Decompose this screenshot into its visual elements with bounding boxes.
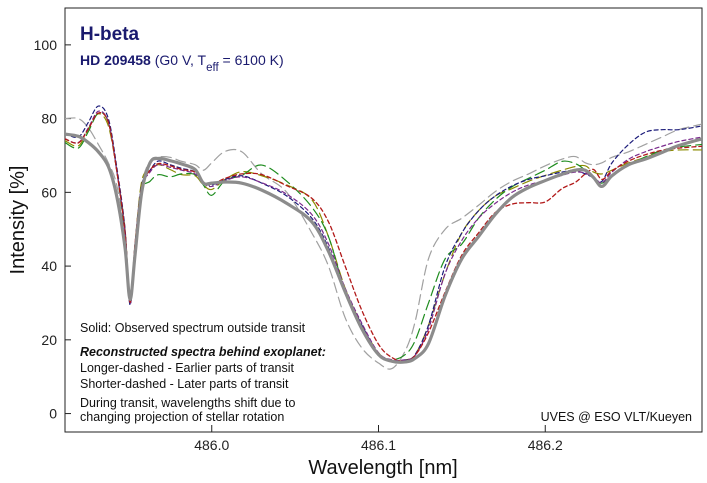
annotation-reconstructed-heading: Reconstructed spectra behind exoplanet: bbox=[80, 345, 326, 359]
series-line-0 bbox=[65, 132, 702, 364]
plot-area bbox=[64, 7, 703, 433]
x-tick-label: 486.0 bbox=[194, 437, 229, 453]
y-tick-label: 100 bbox=[34, 37, 58, 53]
chart-title: H-beta bbox=[80, 24, 140, 45]
subtitle-star: HD 209458 bbox=[80, 52, 151, 68]
y-tick-label: 0 bbox=[49, 406, 57, 422]
y-tick-label: 20 bbox=[41, 332, 57, 348]
series-line-6 bbox=[65, 112, 702, 362]
x-tick-label: 486.2 bbox=[528, 437, 563, 453]
subtitle-spec-open: (G0 V, T bbox=[151, 52, 207, 68]
credit-label: UVES @ ESO VLT/Kueyen bbox=[541, 410, 692, 424]
annotation-solid: Solid: Observed spectrum outside transit bbox=[80, 321, 306, 335]
subtitle-spec-sub: eff bbox=[206, 62, 219, 74]
y-axis: 0 20 40 60 80 100 bbox=[34, 37, 71, 422]
annotation-shift-line-1: During transit, wavelengths shift due to bbox=[80, 396, 295, 410]
y-axis-title: Intensity [%] bbox=[7, 166, 29, 275]
annotation-longer-dashed: Longer-dashed - Earlier parts of transit bbox=[80, 361, 295, 375]
subtitle-spec-close: = 6100 K) bbox=[219, 52, 284, 68]
y-tick-label: 80 bbox=[41, 111, 57, 127]
annotation-shorter-dashed: Shorter-dashed - Later parts of transit bbox=[80, 377, 289, 391]
x-axis-title: Wavelength [nm] bbox=[308, 457, 457, 479]
series-layer bbox=[65, 105, 702, 370]
y-tick-label: 40 bbox=[41, 258, 57, 274]
annotation-shift-line-2: changing projection of stellar rotation bbox=[80, 410, 284, 424]
chart-subtitle: HD 209458 (G0 V, Teff = 6100 K) bbox=[80, 52, 284, 74]
x-tick-label: 486.1 bbox=[361, 437, 396, 453]
y-tick-label: 60 bbox=[41, 184, 57, 200]
x-axis: 486.0 486.1 486.2 bbox=[194, 425, 563, 453]
